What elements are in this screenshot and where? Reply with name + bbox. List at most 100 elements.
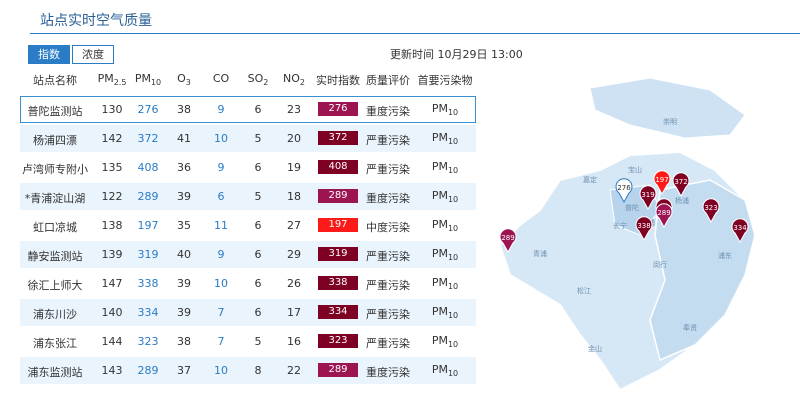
value-so2: 6 [254, 103, 262, 116]
text: PM [134, 72, 151, 85]
station-name: 徐汇上师大 [27, 279, 83, 292]
text: PM [431, 276, 448, 289]
primary-pollutant: PM10 [432, 276, 458, 291]
marker [672, 172, 690, 198]
map-label: 奉贤 [683, 323, 697, 332]
map-label: 金山 [588, 344, 602, 353]
map-label: 青浦 [533, 249, 547, 258]
value-pm25: 142 [101, 132, 123, 145]
value-no2: 18 [287, 190, 301, 203]
tab[interactable]: 指数 [28, 45, 70, 64]
text: PM [431, 131, 448, 144]
value-so2: 6 [254, 248, 262, 261]
station-name: 卢湾师专附小 [22, 163, 88, 176]
map-label: 宝山 [628, 165, 642, 174]
value-so2: 5 [254, 132, 262, 145]
subscript: 10 [150, 78, 162, 88]
value-so2: 6 [254, 161, 262, 174]
marker [731, 218, 749, 244]
value-pm10: 408 [137, 161, 159, 174]
value-pm10: 334 [137, 306, 159, 319]
tab[interactable]: 浓度 [72, 45, 114, 64]
station-name: 普陀监测站 [27, 105, 83, 118]
marker-label: 197 [655, 176, 668, 184]
map-label: 普陀 [625, 203, 639, 212]
value-pm25: 140 [101, 306, 123, 319]
subscript: 10 [447, 137, 459, 147]
value-pm10: 289 [137, 364, 159, 377]
subscript: 10 [447, 340, 459, 350]
text: PM [431, 334, 448, 347]
value-o3: 39 [177, 190, 191, 203]
value-so2: 5 [254, 190, 262, 203]
value-pm10: 323 [137, 335, 159, 348]
value-o3: 40 [177, 248, 191, 261]
row-bg [20, 299, 476, 326]
primary-pollutant: PM10 [432, 218, 458, 233]
column-header: 实时指数 [316, 72, 360, 88]
map-label: 杨浦 [675, 196, 689, 205]
value-pm25: 143 [101, 364, 123, 377]
index-badge: 323 [318, 334, 358, 348]
value-no2: 16 [287, 335, 301, 348]
value-co: 7 [217, 335, 225, 348]
marker-label: 289 [657, 209, 670, 217]
value-co: 9 [217, 161, 225, 174]
index-badge: 334 [318, 305, 358, 319]
value-no2: 17 [287, 306, 301, 319]
subscript: 2 [299, 78, 305, 88]
value-pm25: 138 [101, 219, 123, 232]
text: 实时指数 [316, 74, 360, 87]
subscript: 10 [447, 166, 459, 176]
quality-level: 重度污染 [366, 105, 410, 118]
value-co: 9 [217, 103, 225, 116]
station-name: 杨浦四漂 [33, 134, 77, 147]
value-pm10: 319 [137, 248, 159, 261]
value-no2: 27 [287, 219, 301, 232]
title-rule [30, 33, 800, 34]
column-header: O3 [177, 72, 191, 87]
value-pm25: 130 [101, 103, 123, 116]
value-pm10: 338 [137, 277, 159, 290]
row-bg [20, 328, 476, 355]
station-name: 浦东川沙 [33, 308, 77, 321]
marker-label: 319 [641, 191, 654, 199]
text: PM [431, 363, 448, 376]
map-label: 浦东 [718, 251, 732, 260]
value-pm10: 197 [137, 219, 159, 232]
value-co: 9 [217, 248, 225, 261]
primary-pollutant: PM10 [432, 189, 458, 204]
value-pm25: 144 [101, 335, 123, 348]
quality-level: 严重污染 [366, 279, 410, 292]
text: PM [97, 72, 114, 85]
primary-pollutant: PM10 [432, 334, 458, 349]
value-co: 10 [214, 277, 228, 290]
value-pm10: 372 [137, 132, 159, 145]
quality-level: 重度污染 [366, 366, 410, 379]
map-label: 嘉定 [583, 175, 597, 184]
value-o3: 39 [177, 277, 191, 290]
column-header: 站点名称 [33, 72, 77, 88]
value-pm25: 122 [101, 190, 123, 203]
value-pm25: 139 [101, 248, 123, 261]
subscript: 10 [447, 282, 459, 292]
value-o3: 39 [177, 306, 191, 319]
value-co: 7 [217, 306, 225, 319]
index-badge: 338 [318, 276, 358, 290]
island [589, 77, 746, 139]
quality-level: 严重污染 [366, 250, 410, 263]
quality-level: 严重污染 [366, 134, 410, 147]
text: SO [247, 72, 264, 85]
marker-label: 372 [674, 178, 687, 186]
map: 崇明宝山嘉定普陀长宁黄浦杨浦青浦松江闵行浦东奉贤金山27637240828919… [498, 77, 757, 392]
marker [655, 203, 673, 229]
value-co: 6 [217, 190, 225, 203]
value-co: 11 [214, 219, 228, 232]
quality-level: 重度污染 [366, 192, 410, 205]
map-label: 闵行 [653, 260, 667, 269]
map-label: 崇明 [663, 118, 677, 126]
value-so2: 5 [254, 335, 262, 348]
column-header: 质量评价 [366, 72, 410, 88]
marker [615, 178, 633, 204]
